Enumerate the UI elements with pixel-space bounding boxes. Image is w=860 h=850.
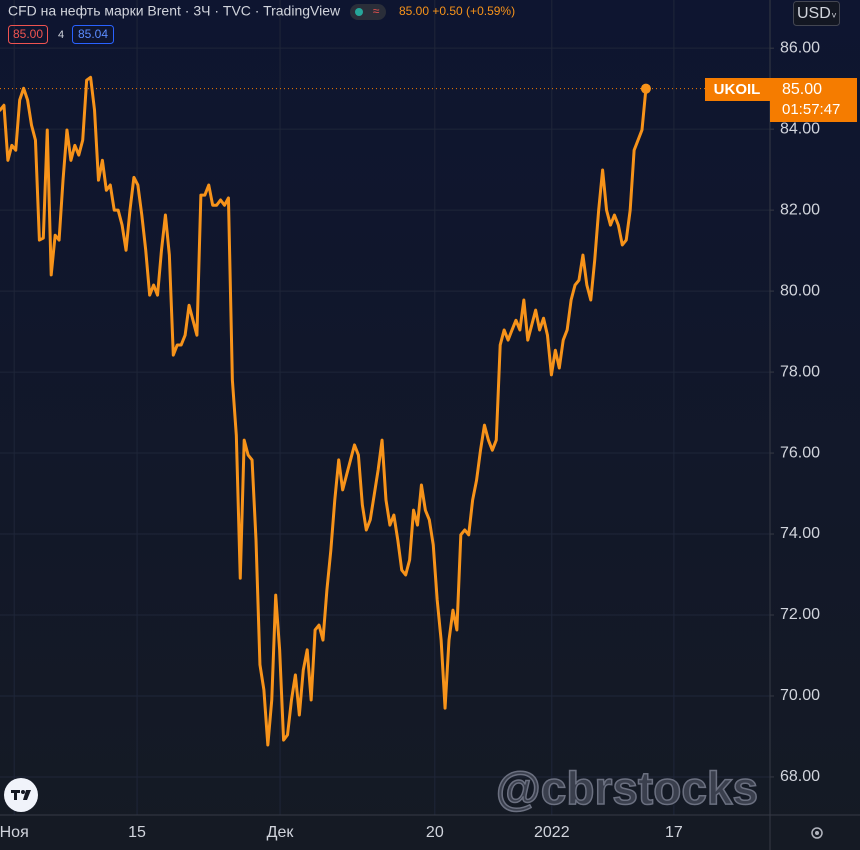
countdown: 01:57:47 (782, 101, 840, 118)
y-tick-label: 76.00 (780, 444, 820, 461)
y-tick-label: 82.00 (780, 201, 820, 218)
header-price: 85.00 +0.50 (+0.59%) (399, 4, 515, 18)
y-tick-label: 80.00 (780, 282, 820, 299)
currency-caret: ˅ (831, 10, 836, 20)
price-line (0, 75, 648, 747)
y-tick-label: 78.00 (780, 363, 820, 380)
last-price: 85.00 (782, 81, 822, 98)
status-icon: ≈ (373, 4, 380, 18)
symbol-badge (705, 78, 770, 101)
ask-box[interactable] (72, 25, 114, 44)
axes: 68.00 70.00 72.00 74.00 76.00 78.00 80.00 82.00… (0, 39, 820, 841)
x-tick-label: 17 (665, 824, 683, 841)
y-tick-label: 84.00 (780, 120, 820, 137)
ask-price: 85.04 (78, 27, 108, 41)
x-tick-label: Дек (267, 824, 295, 841)
currency: USD (797, 5, 831, 22)
y-tick-label: 74.00 (780, 525, 820, 542)
status-dot (355, 8, 363, 16)
settings-icon[interactable] (811, 827, 823, 839)
watermark: @cbrstocks (496, 762, 758, 814)
y-tick-label: 70.00 (780, 687, 820, 704)
currency-button[interactable] (793, 1, 840, 26)
y-tick-label: 86.00 (780, 39, 820, 56)
y-tick-label: 68.00 (780, 768, 820, 785)
x-tick-label: 2022 (534, 824, 570, 841)
bid-price: 85.00 (13, 27, 43, 41)
tv-logo (4, 778, 38, 812)
bid-box[interactable] (8, 25, 48, 44)
symbol: UKOIL (714, 81, 761, 98)
x-tick-label: 20 (426, 824, 444, 841)
x-tick-label: 15 (128, 824, 146, 841)
x-tick-label: Ноя (0, 824, 29, 841)
last-point (640, 83, 651, 94)
plot (0, 75, 770, 747)
chart-title: CFD на нефть марки Brent · 3Ч · TVC · Tr… (8, 3, 341, 19)
spread: 4 (58, 29, 64, 41)
y-tick-label: 72.00 (780, 606, 820, 623)
price-badge (770, 78, 857, 122)
